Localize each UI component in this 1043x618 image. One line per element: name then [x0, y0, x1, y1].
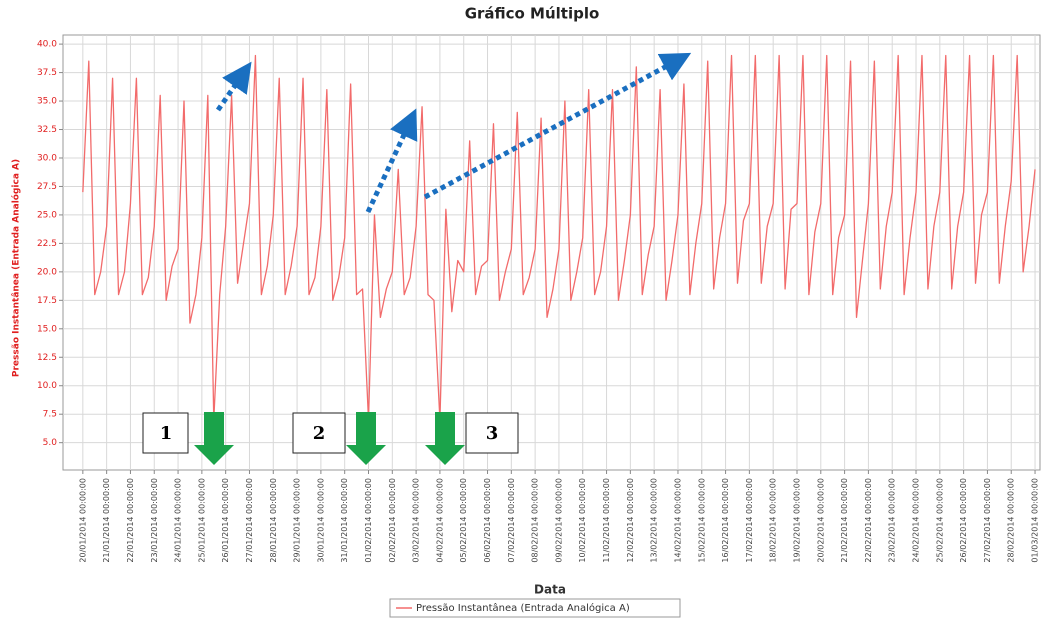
- x-tick-label: 26/01/2014 00:00:00: [221, 478, 230, 563]
- x-tick-label: 26/02/2014 00:00:00: [959, 478, 968, 563]
- x-tick-label: 30/01/2014 00:00:00: [316, 478, 325, 563]
- x-tick-label: 09/02/2014 00:00:00: [554, 478, 563, 563]
- x-tick-label: 25/02/2014 00:00:00: [935, 478, 944, 563]
- x-tick-label: 23/01/2014 00:00:00: [150, 478, 159, 563]
- x-tick-label: 28/02/2014 00:00:00: [1007, 478, 1016, 563]
- x-tick-label: 08/02/2014 00:00:00: [531, 478, 540, 563]
- grid: [59, 35, 1040, 474]
- y-tick-label: 10.0: [37, 381, 57, 391]
- x-axis-label: Data: [534, 583, 566, 597]
- x-tick-label: 20/02/2014 00:00:00: [816, 478, 825, 563]
- x-tick-label: 07/02/2014 00:00:00: [507, 478, 516, 563]
- x-tick-label: 27/02/2014 00:00:00: [983, 478, 992, 563]
- x-tick-label: 24/02/2014 00:00:00: [912, 478, 921, 563]
- x-tick-label: 22/01/2014 00:00:00: [126, 478, 135, 563]
- x-tick-label: 13/02/2014 00:00:00: [650, 478, 659, 563]
- annotation-box: [142, 412, 189, 454]
- x-tick-label: 29/01/2014 00:00:00: [293, 478, 302, 563]
- x-tick-label: 14/02/2014 00:00:00: [673, 478, 682, 563]
- x-tick-label: 31/01/2014 00:00:00: [340, 478, 349, 563]
- x-tick-label: 19/02/2014 00:00:00: [792, 478, 801, 563]
- green-arrow: [194, 412, 234, 465]
- x-tick-label: 25/01/2014 00:00:00: [197, 478, 206, 563]
- annotation-text: 2: [313, 423, 326, 444]
- series-layer: [82, 54, 1036, 421]
- x-tick-label: 04/02/2014 00:00:00: [435, 478, 444, 563]
- legend-box: [389, 598, 681, 618]
- legend: Pressão Instantânea (Entrada Analógica A…: [389, 598, 681, 618]
- y-tick-label: 7.5: [43, 410, 57, 420]
- x-tick-label: 06/02/2014 00:00:00: [483, 478, 492, 563]
- y-tick-label: 17.5: [37, 296, 57, 306]
- x-tick-label: 10/02/2014 00:00:00: [578, 478, 587, 563]
- blue-arrow: [365, 108, 418, 214]
- green-arrow: [425, 412, 465, 465]
- x-tick-label: 24/01/2014 00:00:00: [174, 478, 183, 563]
- y-tick-label: 37.5: [37, 68, 57, 78]
- x-tick-label: 03/02/2014 00:00:00: [412, 478, 421, 563]
- x-tick-label: 21/02/2014 00:00:00: [840, 478, 849, 563]
- x-tick-label: 20/01/2014 00:00:00: [78, 478, 87, 563]
- y-axis-label: Pressão Instantânea (Entrada Analógica A…: [11, 159, 22, 377]
- x-tick-label: 28/01/2014 00:00:00: [269, 478, 278, 563]
- y-tick-label: 5.0: [43, 438, 58, 448]
- series-line: [82, 54, 1036, 421]
- y-tick-label: 30.0: [37, 153, 57, 163]
- annotation-text: 1: [160, 423, 173, 444]
- blue-arrow: [215, 61, 252, 112]
- x-tick-label: 01/03/2014 00:00:00: [1031, 478, 1040, 563]
- chart-title: Gráfico Múltiplo: [465, 5, 600, 23]
- legend-label: Pressão Instantânea (Entrada Analógica A…: [416, 602, 630, 614]
- x-tick-label: 23/02/2014 00:00:00: [888, 478, 897, 563]
- blue-arrow: [423, 52, 692, 200]
- x-tick-label: 18/02/2014 00:00:00: [769, 478, 778, 563]
- annotation-text: 3: [486, 423, 499, 444]
- plot-area: [62, 34, 1041, 471]
- y-tick-label: 20.0: [37, 267, 57, 277]
- x-tick-label: 27/01/2014 00:00:00: [245, 478, 254, 563]
- x-tick-label: 01/02/2014 00:00:00: [364, 478, 373, 563]
- x-tick-label: 21/01/2014 00:00:00: [102, 478, 111, 563]
- green-arrow: [346, 412, 386, 465]
- x-tick-label: 12/02/2014 00:00:00: [626, 478, 635, 563]
- x-tick-label: 11/02/2014 00:00:00: [602, 478, 611, 563]
- y-tick-label: 22.5: [37, 239, 57, 249]
- y-tick-label: 27.5: [37, 182, 57, 192]
- x-tick-label: 15/02/2014 00:00:00: [697, 478, 706, 563]
- x-tick-label: 05/02/2014 00:00:00: [459, 478, 468, 563]
- y-tick-label: 15.0: [37, 324, 57, 334]
- x-tick-label: 17/02/2014 00:00:00: [745, 478, 754, 563]
- y-tick-label: 25.0: [37, 210, 57, 220]
- x-tick-label: 02/02/2014 00:00:00: [388, 478, 397, 563]
- x-tick-label: 16/02/2014 00:00:00: [721, 478, 730, 563]
- y-tick-label: 40.0: [37, 40, 57, 50]
- annotation-box: [465, 412, 519, 454]
- annotations: 1 2 3: [142, 52, 692, 465]
- y-tick-label: 12.5: [37, 353, 57, 363]
- y-tick-label: 35.0: [37, 97, 57, 107]
- x-tick-label: 22/02/2014 00:00:00: [864, 478, 873, 563]
- y-tick-label: 32.5: [37, 125, 57, 135]
- annotation-box: [292, 412, 346, 454]
